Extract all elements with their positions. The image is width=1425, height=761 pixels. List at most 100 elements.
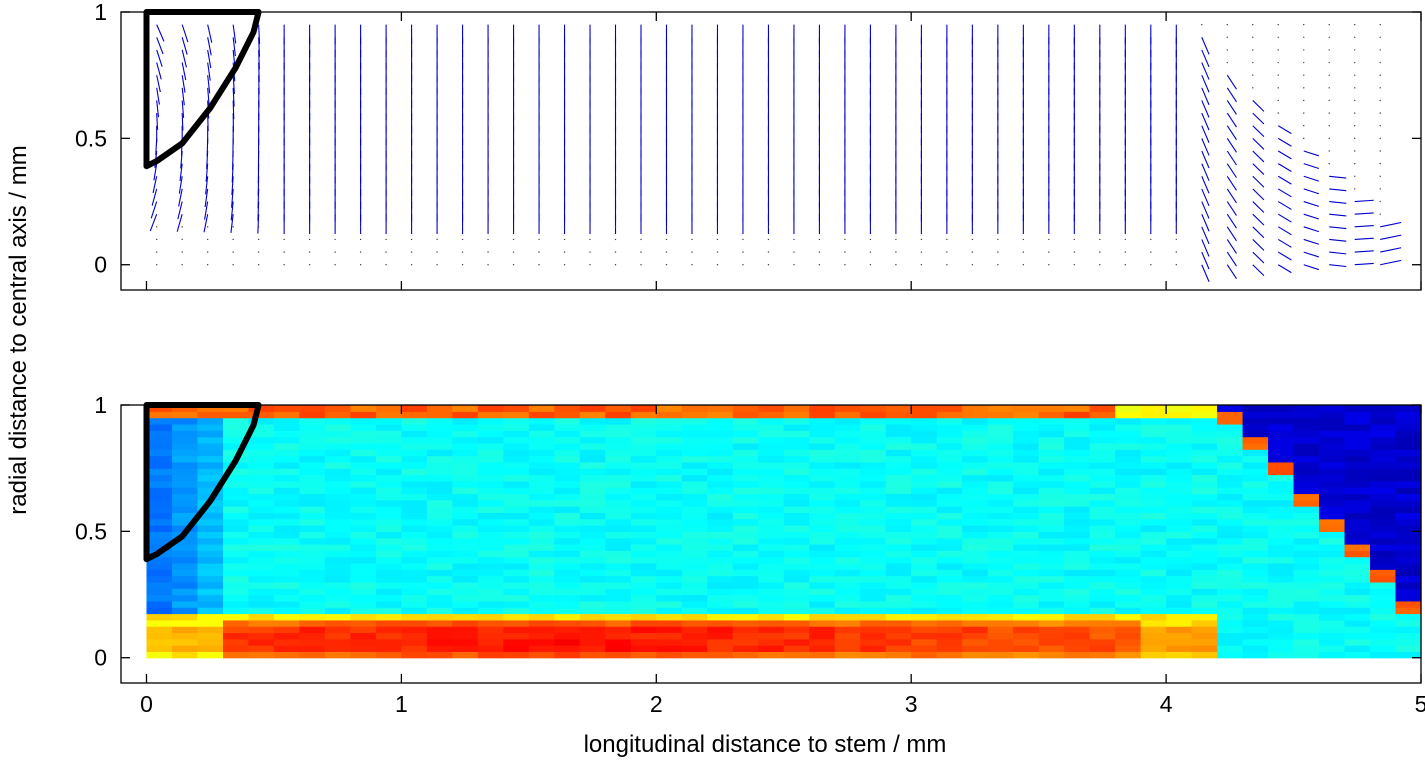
- zero-vector-dot: [410, 251, 413, 253]
- heatmap-cell: [1395, 449, 1422, 457]
- heatmap-cell: [452, 600, 479, 608]
- heatmap-cell: [1242, 632, 1269, 640]
- heatmap-cell: [401, 632, 428, 640]
- heatmap-cell: [630, 455, 657, 463]
- zero-vector-dot: [461, 238, 464, 241]
- heatmap-cell: [1370, 588, 1397, 596]
- heatmap-cell: [1344, 493, 1371, 501]
- heatmap-cell: [1217, 537, 1244, 545]
- heatmap-cell: [222, 550, 250, 558]
- heatmap-cell: [222, 499, 250, 507]
- zero-vector-dot: [818, 238, 821, 241]
- heatmap-cell: [1293, 588, 1320, 596]
- heatmap-cell: [1013, 544, 1040, 551]
- heatmap-cell: [860, 430, 887, 438]
- heatmap-cell: [503, 493, 530, 501]
- heatmap-cell: [1395, 575, 1422, 583]
- zero-vector-dot: [1379, 137, 1381, 140]
- heatmap-cell: [1319, 613, 1346, 621]
- heatmap-cell: [222, 487, 250, 495]
- heatmap-cell: [1013, 468, 1040, 476]
- heatmap-cell: [401, 531, 428, 539]
- heatmap-cell: [605, 430, 632, 438]
- heatmap-cell: [222, 645, 250, 653]
- heatmap-cell: [1395, 487, 1422, 495]
- velocity-arrow: [1226, 100, 1237, 115]
- heatmap-cell: [834, 487, 861, 495]
- heatmap-cell: [834, 442, 861, 450]
- heatmap-cell: [834, 607, 861, 615]
- heatmap-cell: [222, 651, 250, 659]
- heatmap-cell: [1064, 581, 1091, 589]
- heatmap-cell: [1293, 575, 1320, 583]
- heatmap-cell: [299, 411, 326, 419]
- heatmap-cell: [936, 480, 963, 488]
- heatmap-cell: [579, 417, 606, 425]
- heatmap-cell: [860, 506, 887, 514]
- heatmap-cell: [834, 550, 861, 558]
- heatmap-cell: [426, 619, 453, 627]
- zero-vector-dot: [283, 226, 285, 228]
- velocity-arrow: [1226, 112, 1237, 128]
- heatmap-cell: [1319, 594, 1346, 602]
- heatmap-cell: [375, 607, 402, 615]
- zero-vector-dot: [844, 226, 846, 228]
- heatmap-cell: [1166, 607, 1193, 615]
- heatmap-cell: [452, 569, 479, 577]
- heatmap-cell: [758, 487, 785, 495]
- velocity-arrow: [207, 62, 211, 81]
- heatmap-cell: [197, 537, 224, 545]
- heatmap-cell: [1344, 651, 1371, 659]
- heatmap-cell: [1038, 562, 1065, 570]
- heatmap-cell: [1191, 651, 1218, 659]
- heatmap-cell: [911, 632, 938, 640]
- heatmap-cell: [860, 651, 887, 659]
- heatmap-cell: [783, 556, 810, 564]
- velocity-arrow: [156, 100, 160, 118]
- heatmap-cell: [248, 544, 275, 551]
- heatmap-cell: [885, 417, 912, 425]
- heatmap-cell: [1191, 575, 1218, 583]
- heatmap-cell: [1217, 569, 1244, 577]
- zero-vector-dot: [1379, 112, 1381, 114]
- heatmap-cell: [630, 581, 657, 589]
- heatmap-cell: [222, 638, 250, 646]
- heatmap-cell: [350, 442, 377, 450]
- heatmap-cell: [1268, 455, 1295, 463]
- zero-vector-dot: [1252, 74, 1254, 76]
- heatmap-cell: [707, 499, 734, 507]
- heatmap-cell: [1370, 594, 1397, 602]
- heatmap-cell: [1064, 651, 1091, 659]
- heatmap-cell: [1166, 626, 1193, 634]
- velocity-arrow: [1226, 150, 1237, 166]
- heatmap-cell: [273, 468, 301, 476]
- velocity-arrow: [1277, 188, 1292, 198]
- heatmap-cell: [401, 493, 428, 501]
- heatmap-cell: [860, 405, 887, 412]
- velocity-arrow: [1226, 239, 1237, 254]
- heatmap-cell: [860, 417, 887, 425]
- heatmap-cell: [554, 550, 581, 558]
- heatmap-cell: [273, 411, 301, 419]
- heatmap-cell: [248, 632, 275, 640]
- heatmap-cell: [1242, 430, 1269, 438]
- velocity-arrow: [1226, 125, 1237, 141]
- velocity-arrow: [1329, 188, 1347, 192]
- velocity-arrow: [1354, 199, 1374, 203]
- heatmap-cell: [809, 562, 836, 570]
- bottom-axes-frame: [120, 404, 1422, 684]
- heatmap-cell: [528, 455, 555, 463]
- heatmap-cell: [834, 600, 861, 608]
- zero-vector-dot: [1328, 87, 1330, 89]
- heatmap-cell: [1064, 607, 1091, 615]
- heatmap-cell: [656, 499, 683, 507]
- zero-vector-dot: [640, 226, 642, 228]
- heatmap-cell: [248, 474, 275, 482]
- heatmap-cell: [324, 600, 352, 608]
- heatmap-cell: [299, 562, 326, 570]
- heatmap-cell: [222, 537, 250, 545]
- heatmap-cell: [1395, 556, 1422, 564]
- heatmap-cell: [885, 531, 912, 539]
- heatmap-cell: [1217, 562, 1244, 570]
- heatmap-cell: [809, 619, 836, 627]
